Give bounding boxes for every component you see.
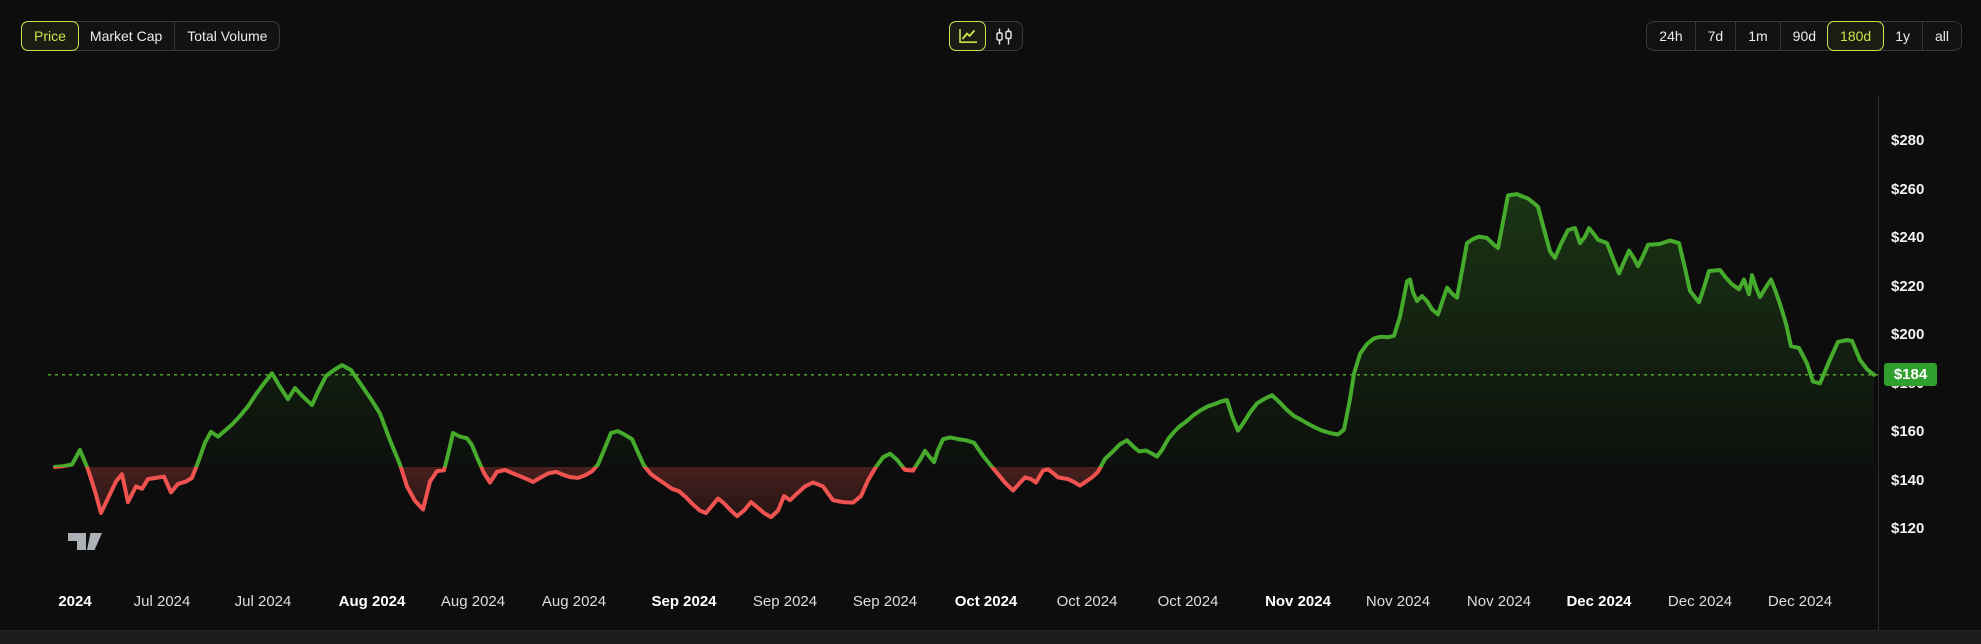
range-7d[interactable]: 7d [1694, 22, 1736, 50]
range-all[interactable]: all [1921, 22, 1961, 50]
range-1m[interactable]: 1m [1735, 22, 1779, 50]
x-axis-tick-label: 2024 [58, 593, 92, 610]
y-axis-tick-label: $160 [1891, 423, 1925, 440]
y-axis-tick-label: $200 [1891, 326, 1925, 343]
x-axis-tick-label: Aug 2024 [338, 593, 406, 610]
range-24h[interactable]: 24h [1647, 22, 1694, 50]
x-axis-tick-label: Aug 2024 [541, 593, 607, 610]
x-axis-tick-label: Dec 2024 [1667, 593, 1733, 610]
x-axis-tick-label: Nov 2024 [1466, 593, 1532, 610]
x-axis-tick-label: Jul 2024 [234, 593, 292, 610]
y-axis-tick-label: $220 [1891, 277, 1925, 295]
candlestick-icon[interactable] [985, 22, 1022, 50]
y-axis-tick-label: $120 [1891, 520, 1925, 537]
series-below-baseline [53, 466, 1103, 520]
line-chart-icon[interactable] [949, 21, 986, 51]
x-axis-tick-label: Dec 2024 [1566, 593, 1632, 610]
metric-tab-total-volume[interactable]: Total Volume [174, 22, 279, 50]
x-axis-tick-label: Dec 2024 [1767, 593, 1833, 610]
x-axis-tick-label: Jul 2024 [133, 593, 191, 610]
x-axis-tick-label: Nov 2024 [1265, 593, 1331, 610]
x-axis-tick-label: Sep 2024 [651, 593, 717, 610]
y-axis-tick-label: $280 [1891, 132, 1925, 149]
y-axis-tick-label: $260 [1891, 180, 1925, 198]
x-axis-tick-label: Sep 2024 [752, 593, 818, 610]
metric-toggle-group: Price Market Cap Total Volume [21, 21, 281, 51]
metric-tab-market-cap[interactable]: Market Cap [78, 22, 174, 50]
metric-tab-price[interactable]: Price [21, 21, 79, 51]
range-90d[interactable]: 90d [1779, 22, 1828, 50]
range-180d[interactable]: 180d [1827, 21, 1885, 51]
chart-type-toggle-group [949, 21, 1023, 51]
tradingview-logo[interactable] [66, 530, 106, 557]
series-above-baseline [53, 192, 1876, 467]
x-axis-tick-label: Oct 2024 [1056, 593, 1118, 610]
x-axis-tick-label: Oct 2024 [1157, 593, 1219, 610]
x-axis-tick-label: Oct 2024 [954, 593, 1018, 610]
current-price-badge: $184 [1884, 363, 1937, 387]
x-axis-tick-label: Aug 2024 [440, 593, 506, 610]
x-axis-tick-label: Nov 2024 [1365, 593, 1431, 610]
y-axis-tick-label: $240 [1891, 229, 1925, 246]
x-axis-tick-label: Sep 2024 [852, 593, 918, 610]
y-axis-tick-label: $140 [1891, 471, 1925, 489]
range-toggle-group: 24h 7d 1m 90d 180d 1y all [1646, 21, 1962, 51]
bottom-divider-strip [0, 630, 1981, 644]
range-1y[interactable]: 1y [1883, 22, 1922, 50]
